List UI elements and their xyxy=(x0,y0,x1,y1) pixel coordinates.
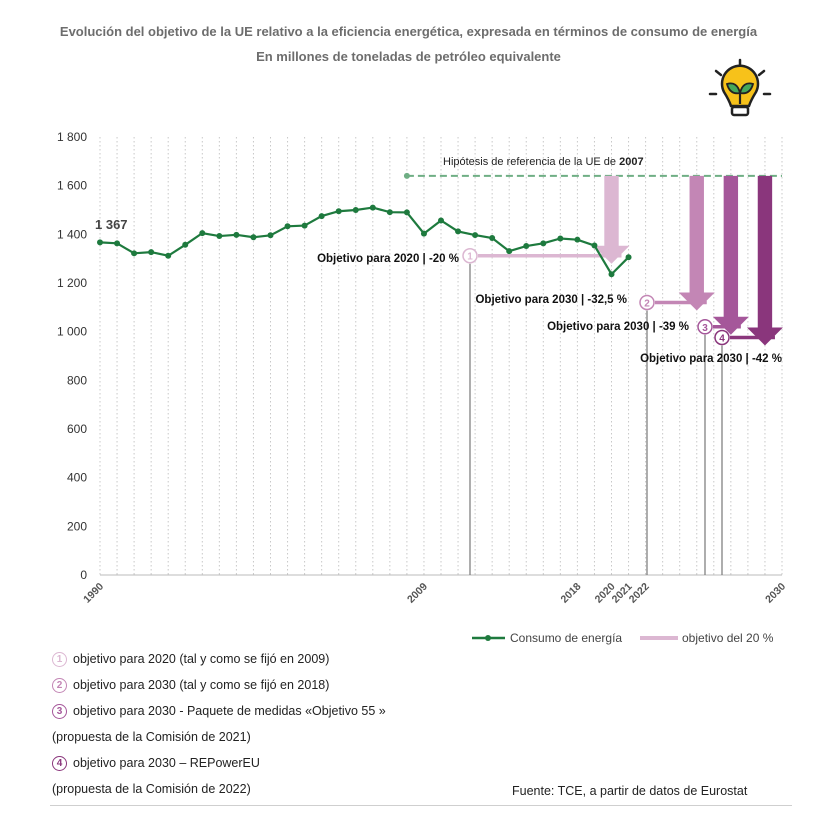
target-arrow xyxy=(712,175,749,335)
series-point xyxy=(318,213,325,220)
series-point xyxy=(523,243,530,250)
y-tick-label: 400 xyxy=(67,471,87,485)
series-point xyxy=(608,271,615,278)
reference-line: Hipótesis de referencia de la UE de 2007 xyxy=(403,156,782,179)
note-row: 2 objetivo para 2030 (tal y como se fijó … xyxy=(52,672,386,698)
series-point xyxy=(506,248,513,255)
note-text: objetivo para 2030 (tal y como se fijó e… xyxy=(73,678,330,692)
series-point xyxy=(540,240,547,247)
target-label: Objetivo para 2030 | -32,5 % xyxy=(475,294,627,306)
y-tick-label: 1 600 xyxy=(57,179,87,193)
y-tick-label: 200 xyxy=(67,519,87,533)
series-point xyxy=(250,234,257,241)
divider xyxy=(50,805,792,806)
series-point xyxy=(591,242,598,249)
note-number-circle: 3 xyxy=(52,703,67,719)
target-number-circle xyxy=(462,247,478,264)
target-label: Objetivo para 2030 | -42 % xyxy=(640,353,782,365)
legend-label-objetivo: objetivo del 20 % xyxy=(682,631,774,645)
axis-ticks: 0 200 400 600 800 1 000 1 200 1 400 1 600 1 800 19… xyxy=(57,130,788,606)
series-point xyxy=(182,241,189,248)
chart-subtitle: En millones de toneladas de petróleo equ… xyxy=(256,49,561,64)
y-tick-label: 800 xyxy=(67,373,87,387)
y-tick-label: 600 xyxy=(67,422,87,436)
y-tick-label: 1 400 xyxy=(57,227,87,241)
series-point xyxy=(574,236,581,243)
y-tick-label: 1 800 xyxy=(57,130,87,144)
target-number: 3 xyxy=(702,323,708,334)
note-row: (propuesta de la Comisión de 2021) xyxy=(52,724,386,750)
target-label: Objetivo para 2030 | -39 % xyxy=(547,321,689,333)
reference-start-marker xyxy=(403,172,410,179)
series-point xyxy=(557,235,564,242)
y-tick-label: 1 200 xyxy=(57,276,87,290)
note-row: 1 objetivo para 2020 (tal y como se fijó … xyxy=(52,646,386,672)
series-point xyxy=(489,234,496,241)
series-point xyxy=(267,232,274,239)
source-note: Fuente: TCE, a partir de datos de Eurost… xyxy=(512,784,748,798)
first-value-label: 1 367 xyxy=(95,217,128,232)
note-text: (propuesta de la Comisión de 2022) xyxy=(52,782,251,796)
series-point xyxy=(472,232,479,239)
series-point xyxy=(165,252,172,259)
legend-marker-swatch xyxy=(485,635,491,641)
note-text: objetivo para 2020 (tal y como se fijó e… xyxy=(73,652,330,666)
target-number-circle xyxy=(639,294,655,311)
legend-label-consumo: Consumo de energía xyxy=(510,631,622,645)
target-number: 1 xyxy=(467,252,473,263)
series-point xyxy=(131,250,138,257)
target-number: 4 xyxy=(719,334,725,345)
target-label: Objetivo para 2020 | -20 % xyxy=(317,253,459,265)
series-point xyxy=(352,207,359,213)
series-point xyxy=(386,209,393,216)
note-number-circle: 1 xyxy=(52,651,67,667)
series-point xyxy=(420,230,427,237)
series-point xyxy=(369,204,376,211)
series-point xyxy=(114,240,121,247)
x-tick-label: 1990 xyxy=(81,581,106,606)
series-point xyxy=(284,223,291,230)
series-point xyxy=(403,209,410,216)
target-arrow xyxy=(593,175,630,264)
target-number: 2 xyxy=(644,298,650,309)
y-tick-label: 1 000 xyxy=(57,325,87,339)
x-tick-label: 2030 xyxy=(763,581,788,606)
series-point xyxy=(335,208,342,215)
x-tick-label: 2009 xyxy=(405,581,430,606)
x-tick-label: 2022 xyxy=(627,581,652,606)
target-number-circle xyxy=(714,329,730,346)
note-number-circle: 4 xyxy=(52,755,67,771)
x-tick-label: 2018 xyxy=(559,581,584,606)
target-arrow xyxy=(678,175,715,311)
series-point xyxy=(455,228,462,235)
chart-title: Evolución del objetivo de la UE relativo… xyxy=(59,24,758,39)
note-text: objetivo para 2030 – REPowerEU xyxy=(73,756,260,770)
target-arrow xyxy=(746,175,783,346)
target-markers: 1 Objetivo para 2020 | -20 % 2 Objetivo par… xyxy=(317,175,783,575)
note-row: 3 objetivo para 2030 - Paquete de medidas… xyxy=(52,698,386,724)
note-row: (propuesta de la Comisión de 2022) xyxy=(52,776,386,802)
note-text: objetivo para 2030 - Paquete de medidas … xyxy=(73,704,386,718)
series-consumo: 1 367 xyxy=(95,204,632,278)
target-number-circle xyxy=(697,319,713,335)
series-point xyxy=(97,239,103,246)
series-point xyxy=(301,222,308,229)
notes-list: 1 objetivo para 2020 (tal y como se fijó … xyxy=(52,646,386,802)
series-point xyxy=(148,249,155,256)
y-tick-label: 0 xyxy=(80,568,87,582)
reference-label: Hipótesis de referencia de la UE de 2007 xyxy=(443,156,644,168)
note-number-circle: 2 xyxy=(52,677,67,693)
series-point xyxy=(199,230,206,237)
note-row: 4 objetivo para 2030 – REPowerEU xyxy=(52,750,386,776)
series-point xyxy=(625,254,632,261)
legend: Consumo de energía objetivo del 20 % xyxy=(472,631,774,645)
note-text: (propuesta de la Comisión de 2021) xyxy=(52,730,251,744)
series-point xyxy=(438,217,444,224)
lightbulb-leaf-icon xyxy=(708,58,772,117)
series-point xyxy=(233,231,240,238)
series-point xyxy=(216,233,223,240)
